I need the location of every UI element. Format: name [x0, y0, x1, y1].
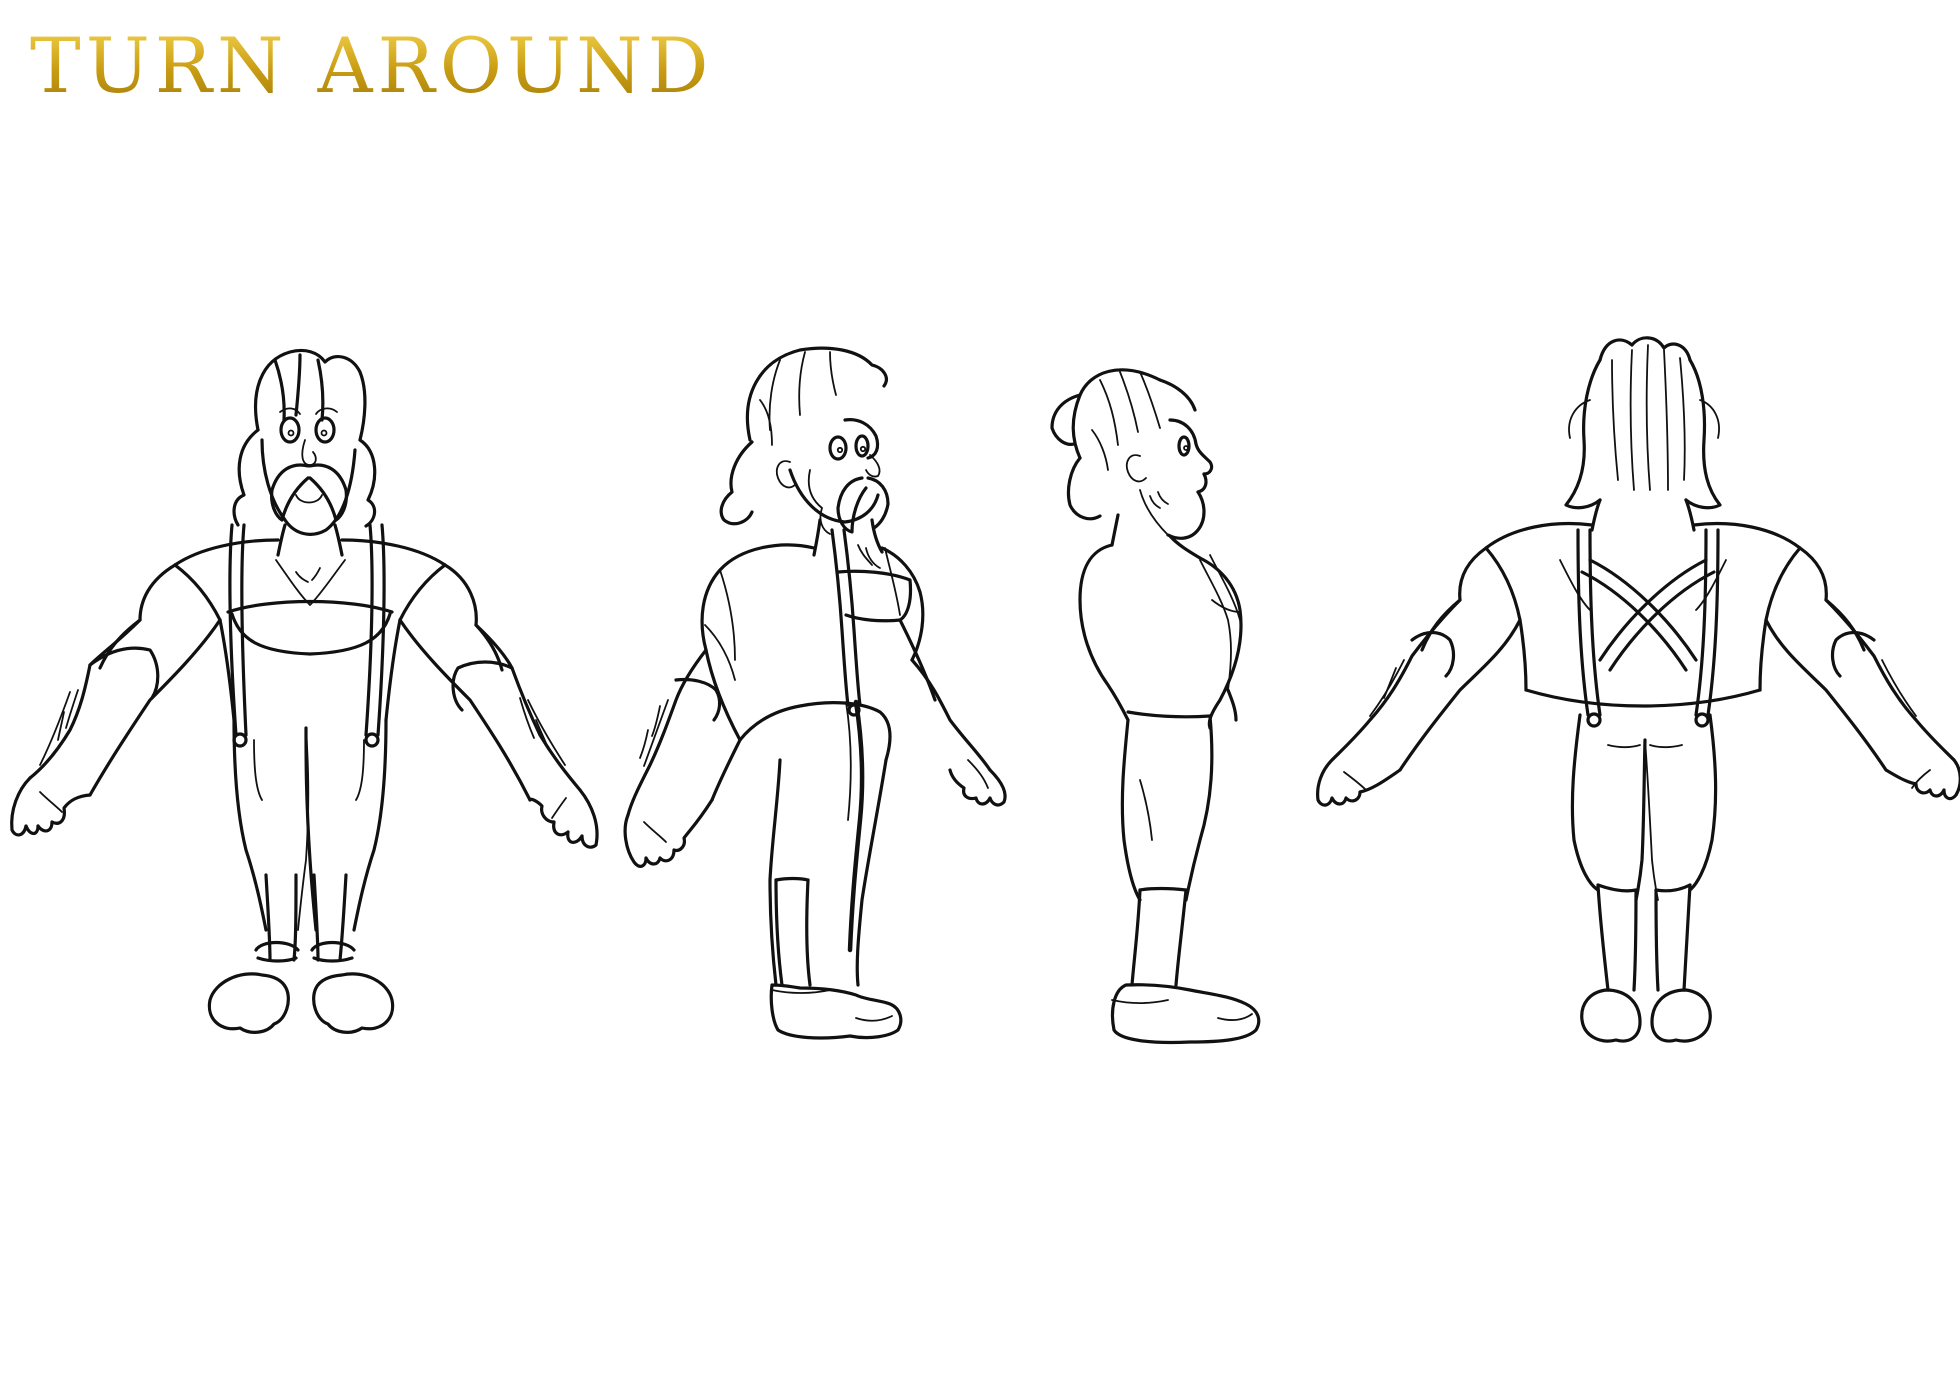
figure-front-view	[10, 348, 599, 1034]
figure-back-view	[1316, 336, 1960, 1043]
figure-side-view	[1050, 368, 1261, 1045]
sheet-title: TURN AROUND	[30, 21, 714, 110]
figure-three-quarter-view	[623, 346, 1007, 1040]
